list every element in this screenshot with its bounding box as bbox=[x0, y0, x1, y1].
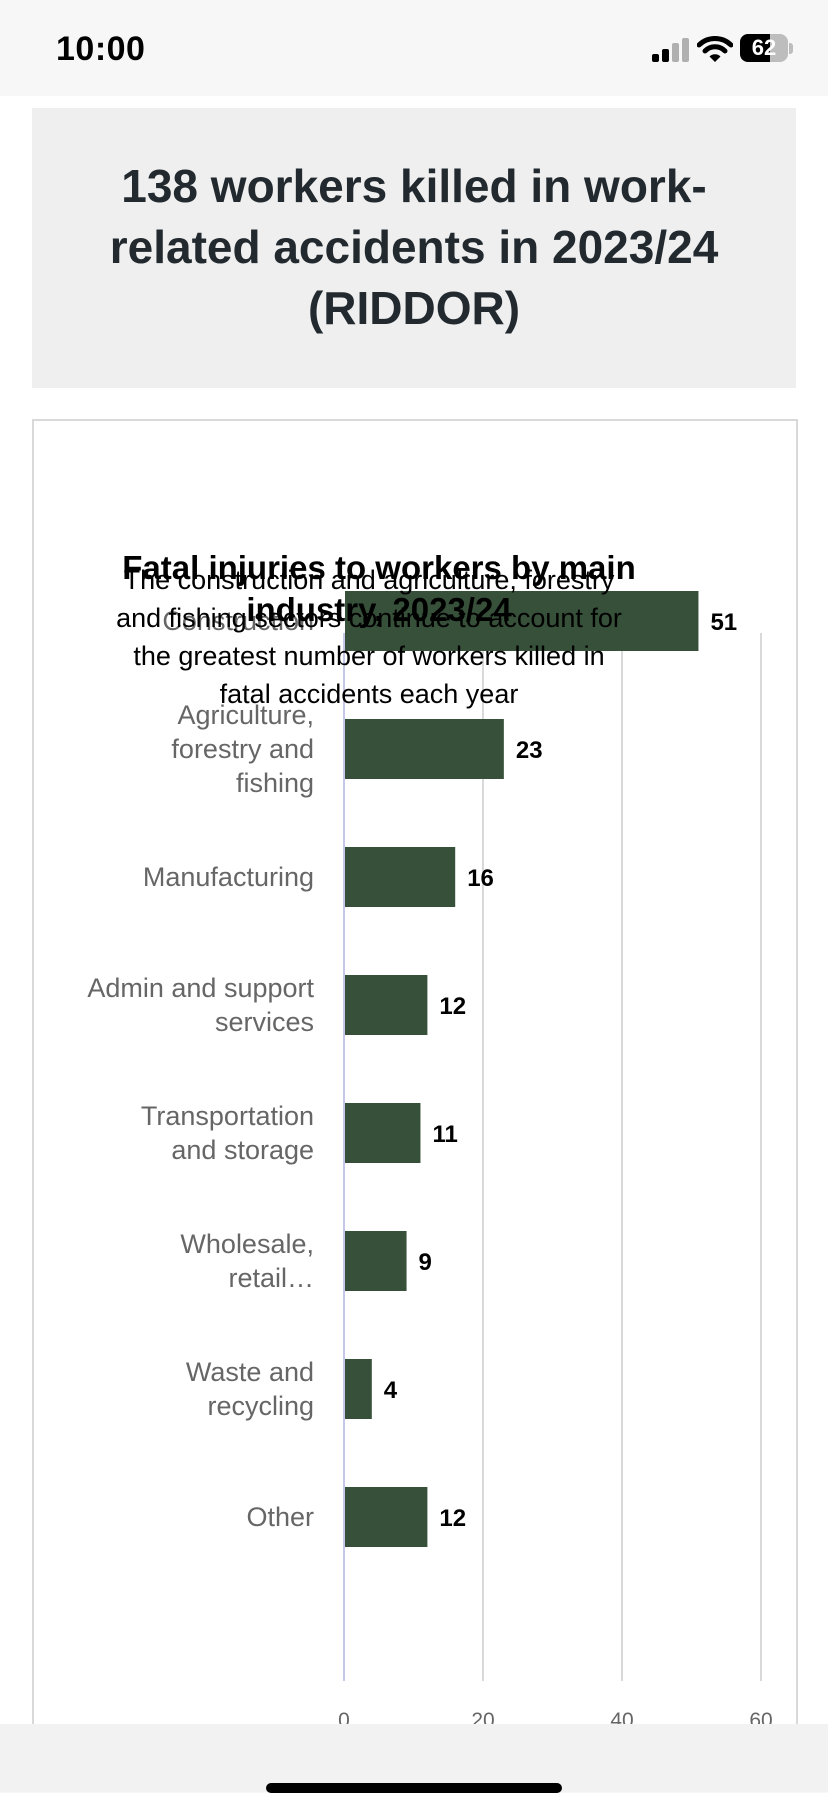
battery-body: 62 bbox=[740, 34, 788, 62]
category-label: Wholesale, retail… bbox=[180, 1229, 314, 1293]
category-label: Manufacturing bbox=[143, 862, 314, 892]
category-label: Other bbox=[246, 1502, 314, 1532]
category-label: Transportation and storage bbox=[141, 1101, 314, 1165]
bottom-bar bbox=[0, 1724, 828, 1792]
data-label: 23 bbox=[516, 737, 543, 764]
bar bbox=[345, 1359, 372, 1419]
battery-fill bbox=[740, 34, 770, 62]
bar bbox=[345, 1487, 428, 1547]
x-tick-label: 0 bbox=[338, 1709, 350, 1732]
category-label: Construction bbox=[162, 606, 314, 636]
chart-title: Fatal injuries to workers by main indust… bbox=[122, 549, 636, 628]
headline-panel: 138 workers killed in work-related accid… bbox=[32, 108, 796, 388]
category-label: Waste and recycling bbox=[186, 1357, 314, 1421]
bar bbox=[345, 719, 504, 779]
chart-card: 0 20 40 60 51 Construction 23 Agriculture, fores… bbox=[32, 419, 798, 1741]
category-label: Agriculture, forestry and fishing bbox=[171, 700, 314, 798]
battery-icon: 62 bbox=[740, 34, 794, 64]
wifi-icon bbox=[697, 36, 733, 62]
home-indicator[interactable] bbox=[266, 1783, 562, 1793]
signal-icon bbox=[652, 38, 689, 62]
category-label: Admin and support services bbox=[87, 973, 314, 1037]
data-label: 12 bbox=[439, 993, 466, 1020]
bar bbox=[345, 591, 699, 651]
data-label: 51 bbox=[710, 609, 737, 636]
bar bbox=[345, 975, 428, 1035]
status-time: 10:00 bbox=[56, 30, 146, 68]
battery-cap bbox=[789, 43, 793, 54]
data-label: 12 bbox=[439, 1505, 466, 1532]
bar bbox=[345, 1103, 421, 1163]
bar bbox=[345, 847, 456, 907]
data-label: 16 bbox=[467, 865, 494, 892]
data-label: 9 bbox=[419, 1249, 432, 1276]
battery-level: 62 bbox=[751, 35, 777, 60]
data-label: 4 bbox=[384, 1377, 398, 1404]
bar bbox=[345, 1231, 407, 1291]
status-bar: 10:00 62 bbox=[0, 0, 828, 96]
data-label: 11 bbox=[432, 1121, 457, 1148]
page-content: 138 workers killed in work-related accid… bbox=[0, 96, 828, 1741]
page-title: 138 workers killed in work-related accid… bbox=[109, 160, 719, 334]
chart-subtitle: The construction and agriculture, forest… bbox=[116, 565, 622, 709]
